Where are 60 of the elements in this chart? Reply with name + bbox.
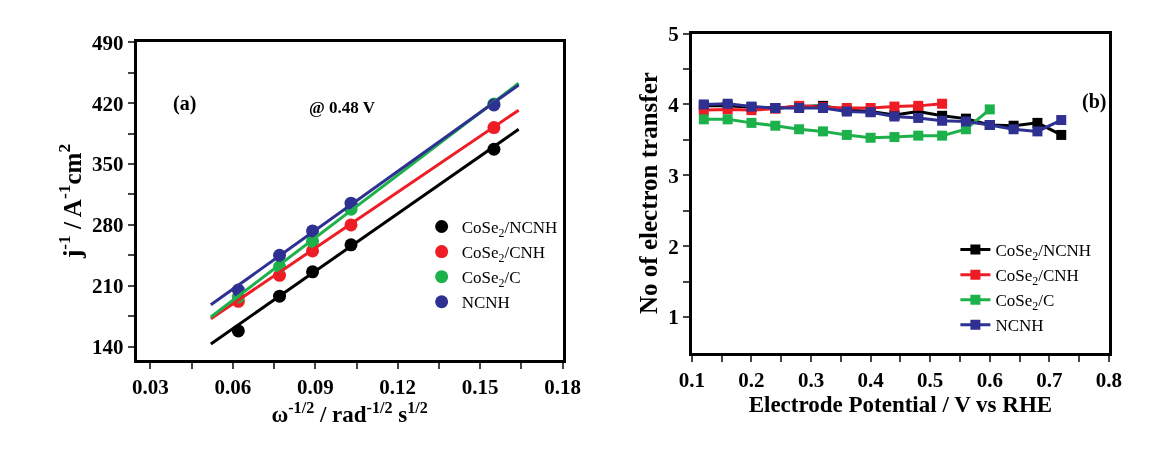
legend-label: CoSe$_{2}$/NCNH	[461, 218, 558, 240]
point	[937, 130, 948, 141]
point	[794, 124, 805, 135]
y-tick-label: 490	[91, 30, 124, 55]
point	[1008, 124, 1019, 135]
x-axis-title: ω$^{-1/2}$ / rad$^{-1/2}$ s$^{1/2}$	[271, 398, 428, 428]
annotation: (b)	[1082, 90, 1107, 113]
point	[913, 112, 924, 123]
point	[913, 100, 924, 111]
x-tick-label: 0.03	[132, 374, 169, 399]
point	[937, 98, 948, 109]
y-tick-label: 350	[91, 152, 124, 177]
point	[698, 114, 709, 125]
point	[889, 132, 900, 143]
y-tick-label: 2	[668, 234, 679, 259]
legend-label: CoSe$_{2}$/CNH	[461, 243, 546, 265]
point	[1056, 129, 1067, 140]
legend-label: CoSe$_{2}$/C	[995, 291, 1055, 313]
y-tick-label: 3	[668, 163, 679, 188]
legend-label: NCNH	[461, 293, 510, 313]
point	[1032, 126, 1043, 137]
point	[889, 101, 900, 112]
y-axis-title: No of electron transfer	[634, 72, 662, 314]
point	[746, 117, 757, 128]
point	[841, 129, 852, 140]
y-tick-label: 5	[668, 21, 679, 46]
x-tick-label: 0.2	[738, 367, 765, 392]
x-tick-label: 0.8	[1095, 367, 1123, 392]
x-tick-label: 0.5	[917, 367, 944, 392]
x-tick-label: 0.6	[976, 367, 1003, 392]
y-tick-label: 1	[668, 305, 679, 330]
point	[937, 115, 948, 126]
x-tick-label: 0.3	[797, 367, 825, 392]
legend-label: CoSe$_{2}$/NCNH	[995, 241, 1092, 263]
y-tick-label: 280	[91, 213, 124, 238]
x-axis-title: Electrode Potential / V vs RHE	[748, 392, 1053, 418]
annotation: @ 0.48 V	[309, 98, 376, 117]
x-tick-label: 0.18	[544, 374, 582, 399]
point	[770, 120, 781, 131]
point	[984, 104, 995, 115]
y-tick-label: 4	[668, 92, 680, 117]
x-tick-label: 0.06	[214, 374, 252, 399]
y-tick-label: 210	[91, 274, 124, 299]
point	[817, 126, 828, 137]
x-tick-label: 0.7	[1036, 367, 1063, 392]
x-tick-label: 0.09	[296, 374, 334, 399]
point	[1056, 115, 1067, 126]
point	[913, 130, 924, 141]
x-tick-label: 0.15	[461, 374, 499, 399]
legend-label: CoSe$_{2}$/C	[461, 268, 521, 290]
legend-label: CoSe$_{2}$/CNH	[995, 266, 1079, 288]
y-tick-label: 140	[91, 334, 124, 359]
point	[722, 114, 733, 125]
x-tick-label: 0.1	[678, 367, 706, 392]
y-tick-label: 420	[91, 91, 124, 116]
x-tick-label: 0.12	[379, 374, 417, 399]
point	[865, 132, 876, 143]
legend-label: NCNH	[995, 316, 1044, 336]
annotation: (a)	[173, 92, 197, 115]
x-tick-label: 0.4	[857, 367, 885, 392]
